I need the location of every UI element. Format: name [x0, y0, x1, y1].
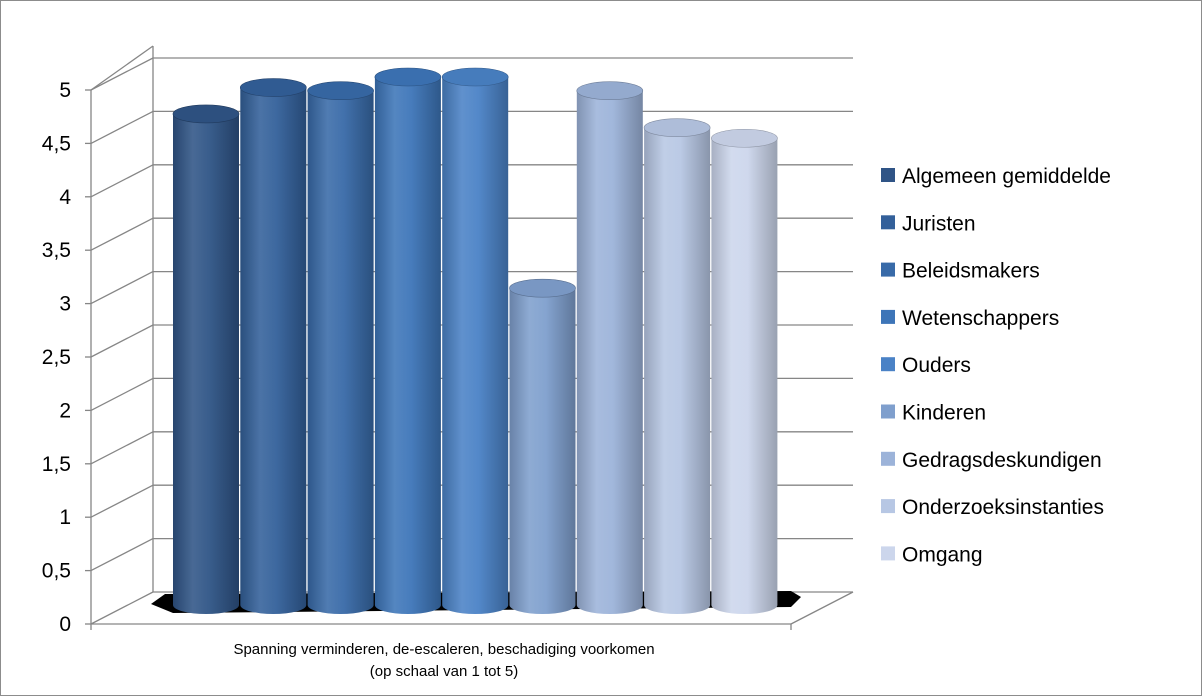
y-tick-label: 4	[59, 186, 71, 209]
legend-swatch	[881, 357, 895, 372]
bar-onderzoeksinstanties	[643, 118, 711, 615]
bar-kinderen	[509, 278, 576, 614]
bar-top	[441, 67, 509, 87]
y-tick-label: 0,5	[42, 560, 71, 583]
legend-item: Onderzoeksinstanties	[881, 496, 1104, 519]
bar-body	[173, 113, 239, 615]
legend-swatch	[881, 499, 895, 514]
legend-swatch	[881, 404, 895, 419]
gridline-side	[90, 110, 154, 144]
legend-swatch	[881, 215, 895, 230]
bar-top	[374, 67, 442, 87]
side-wall-top-edge	[90, 45, 154, 91]
bar-ouders	[441, 67, 509, 614]
x-category-label-line-2: (op schaal van 1 tot 5)	[370, 663, 518, 680]
gridline-side	[90, 538, 154, 572]
legend-item: Omgang	[881, 543, 983, 566]
bar-body	[644, 127, 711, 615]
bar-body	[307, 90, 374, 614]
y-tick-label: 1	[59, 506, 71, 529]
legend-swatch	[881, 168, 895, 182]
bar-top	[576, 81, 644, 101]
y-tick-label: 2	[59, 399, 71, 422]
legend-item: Beleidsmakers	[881, 260, 1040, 283]
y-tick-label: 3,5	[42, 239, 71, 262]
legend-item: Ouders	[881, 354, 971, 377]
x-axis-labels: Spanning verminderen, de-escaleren, besc…	[233, 641, 654, 680]
legend-label: Kinderen	[902, 402, 986, 425]
y-tick-label: 2,5	[42, 346, 71, 369]
bar-beleidsmakers	[307, 81, 374, 614]
gridline-side	[90, 591, 154, 625]
gridline-side	[90, 431, 154, 465]
bar-top	[711, 128, 778, 148]
bar-gedragsdeskundigen	[576, 81, 644, 614]
gridline-side	[90, 57, 154, 91]
y-tick-label: 3	[59, 293, 71, 316]
bar-top	[509, 278, 576, 298]
bar-top	[172, 104, 240, 124]
bar-body	[240, 87, 307, 614]
bar-body	[442, 77, 509, 614]
legend-label: Algemeen gemiddelde	[902, 165, 1111, 188]
gridline-side	[90, 164, 154, 198]
bar-top	[307, 81, 374, 101]
gridline-side	[90, 484, 154, 518]
bar-juristen	[239, 78, 307, 614]
legend-label: Juristen	[902, 212, 976, 235]
y-tick-label: 1,5	[42, 453, 71, 476]
chart-bars	[151, 67, 801, 615]
bar-top	[239, 78, 307, 97]
legend-swatch	[881, 262, 895, 277]
floor-right-edge	[790, 591, 854, 625]
bar-algemeen-gemiddelde	[172, 104, 240, 615]
x-category-label-line-1: Spanning verminderen, de-escaleren, besc…	[233, 641, 654, 658]
y-axis: 0 0,5 1 1,5 2 2,5 3 3,5 4 4,5 5	[42, 79, 91, 636]
legend-swatch	[881, 451, 895, 466]
gridline-side	[90, 271, 154, 305]
bar-wetenschappers	[374, 67, 442, 614]
bar-body	[509, 288, 576, 614]
gridline-side	[90, 217, 154, 251]
legend-item: Juristen	[881, 212, 976, 235]
y-tick-label: 4,5	[42, 132, 71, 155]
bar-body	[711, 138, 778, 615]
legend-label: Gedragsdeskundigen	[902, 449, 1102, 472]
legend-swatch	[881, 546, 895, 561]
legend: Algemeen gemiddelde Juristen Beleidsmakers…	[881, 165, 1111, 566]
legend-label: Beleidsmakers	[902, 260, 1040, 283]
gridline-side	[90, 324, 154, 358]
bar-top	[643, 118, 711, 137]
legend-item: Algemeen gemiddelde	[881, 165, 1111, 188]
y-tick-label: 5	[59, 79, 71, 102]
legend-item: Kinderen	[881, 402, 986, 425]
y-tick-label: 0	[59, 613, 71, 636]
legend-label: Omgang	[902, 543, 983, 566]
legend-item: Gedragsdeskundigen	[881, 449, 1102, 472]
legend-label: Ouders	[902, 354, 971, 377]
legend-swatch	[881, 309, 895, 324]
legend-item: Wetenschappers	[881, 307, 1059, 330]
bar-body	[374, 77, 441, 614]
bar-omgang	[711, 128, 778, 615]
gridline-side	[90, 377, 154, 411]
bar-body	[576, 90, 643, 614]
legend-label: Wetenschappers	[902, 307, 1059, 330]
legend-label: Onderzoeksinstanties	[902, 496, 1104, 519]
